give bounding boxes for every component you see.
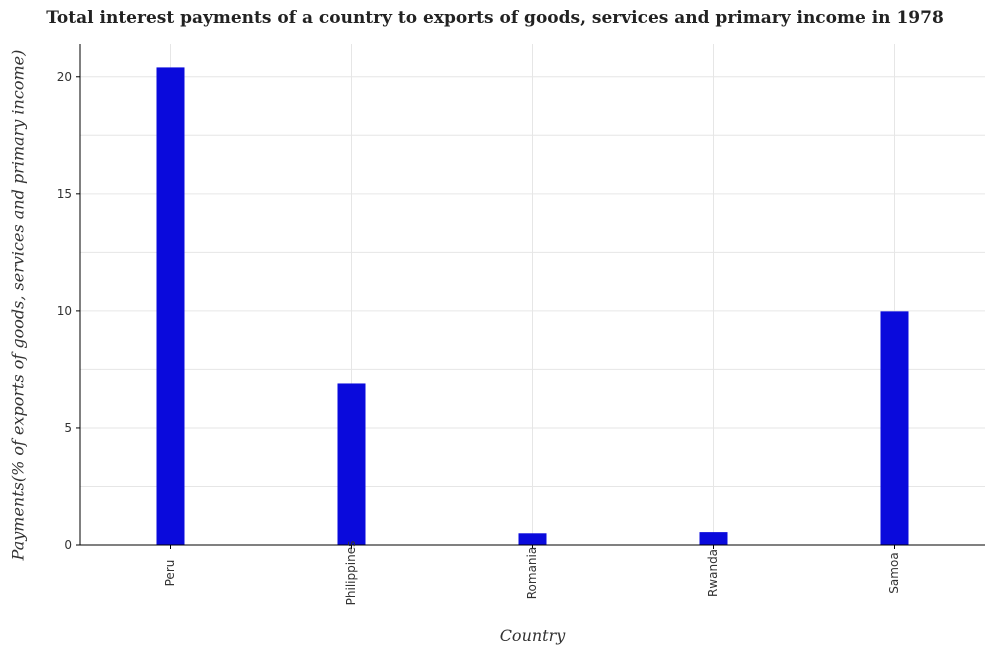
bar-samoa — [880, 311, 909, 545]
y-tick-label: 20 — [57, 70, 72, 84]
x-axis-label: Country — [499, 626, 566, 645]
bar-peru — [156, 67, 185, 545]
y-tick-label: 15 — [57, 187, 72, 201]
x-tick-label: Rwanda — [706, 549, 720, 597]
tick-labels: 0 5 10 15 20 Peru Philippines Romania Rwanda Samo… — [57, 70, 901, 606]
y-tick-label: 0 — [64, 538, 72, 552]
bar-romania — [518, 533, 547, 545]
bar-rwanda — [699, 532, 728, 545]
x-tick-label: Romania — [525, 547, 539, 599]
x-tick-label: Philippines — [344, 541, 358, 606]
chart-title: Total interest payments of a country to … — [46, 8, 944, 28]
grid-lines — [80, 44, 985, 546]
bars — [156, 67, 909, 545]
bar-philippines — [337, 383, 366, 545]
x-tick-label: Samoa — [887, 552, 901, 593]
y-tick-label: 10 — [57, 304, 72, 318]
x-tick-label: Peru — [163, 560, 177, 587]
axes — [76, 44, 985, 549]
y-tick-label: 5 — [64, 421, 72, 435]
